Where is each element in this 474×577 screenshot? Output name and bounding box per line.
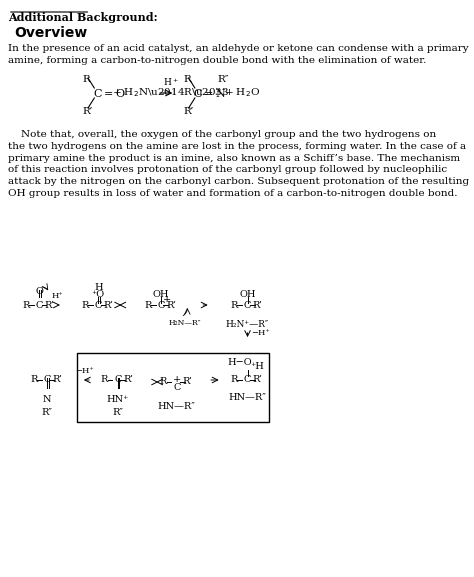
Text: HN⁺: HN⁺ — [107, 395, 129, 404]
Text: −H⁺: −H⁺ — [75, 367, 94, 375]
Text: C: C — [36, 301, 43, 309]
Text: OH: OH — [239, 290, 256, 299]
Text: R’: R’ — [53, 376, 62, 384]
Text: R’: R’ — [253, 376, 263, 384]
Text: C: C — [244, 376, 251, 384]
Text: R″: R″ — [42, 408, 53, 417]
Text: C: C — [44, 376, 51, 384]
Text: R: R — [160, 377, 167, 387]
Text: R’: R’ — [166, 301, 176, 309]
Text: H: H — [94, 283, 102, 292]
Text: R″: R″ — [112, 408, 123, 417]
Text: N: N — [43, 395, 51, 404]
Text: Additional Background:: Additional Background: — [8, 12, 157, 23]
Text: R: R — [82, 75, 90, 84]
Text: C: C — [94, 301, 102, 309]
Text: ⁺H: ⁺H — [250, 362, 264, 371]
Text: In the presence of an acid catalyst, an aldehyde or ketone can condense with a p: In the presence of an acid catalyst, an … — [8, 44, 468, 65]
Text: C$=$O: C$=$O — [93, 87, 126, 99]
Text: OH: OH — [153, 290, 169, 299]
Text: −H⁺: −H⁺ — [252, 329, 270, 337]
Text: + H$_2$N\u2014R\u2033: + H$_2$N\u2014R\u2033 — [112, 87, 230, 99]
Text: R: R — [144, 301, 151, 309]
Text: R: R — [230, 301, 238, 309]
Text: R″: R″ — [218, 75, 229, 84]
Text: +: + — [173, 376, 181, 384]
Text: R’: R’ — [45, 301, 55, 309]
Text: R: R — [230, 376, 238, 384]
Text: H−O: H−O — [228, 358, 252, 367]
Text: Note that, overall, the oxygen of the carbonyl group and the two hydrogens on
th: Note that, overall, the oxygen of the ca… — [8, 130, 469, 198]
Text: R’: R’ — [82, 107, 93, 116]
Text: H⁺: H⁺ — [52, 292, 63, 300]
Text: C: C — [157, 301, 165, 309]
Text: HN—R″: HN—R″ — [158, 402, 196, 411]
Text: R: R — [30, 376, 37, 384]
Text: + H$_2$O: + H$_2$O — [224, 87, 260, 99]
Text: H₂N—R″: H₂N—R″ — [168, 319, 201, 327]
Text: C$=$N: C$=$N — [193, 87, 227, 99]
Text: C: C — [244, 301, 251, 309]
Text: R: R — [81, 301, 89, 309]
Text: +: + — [163, 295, 171, 305]
Text: R’: R’ — [103, 301, 113, 309]
Text: C: C — [173, 384, 181, 392]
Text: H$^+$: H$^+$ — [163, 76, 178, 88]
Text: C: C — [114, 376, 121, 384]
Text: R’: R’ — [182, 377, 192, 387]
Text: R’: R’ — [253, 301, 263, 309]
Text: R’: R’ — [123, 376, 133, 384]
Text: R: R — [183, 75, 191, 84]
Text: Overview: Overview — [14, 26, 87, 40]
Text: HN—R″: HN—R″ — [228, 393, 266, 402]
Text: H₂N⁺—R″: H₂N⁺—R″ — [226, 320, 269, 329]
Text: R: R — [101, 376, 108, 384]
Text: O: O — [36, 287, 43, 296]
Text: R’: R’ — [183, 107, 193, 116]
Text: ⁺O: ⁺O — [91, 290, 105, 299]
Text: R: R — [22, 301, 29, 309]
